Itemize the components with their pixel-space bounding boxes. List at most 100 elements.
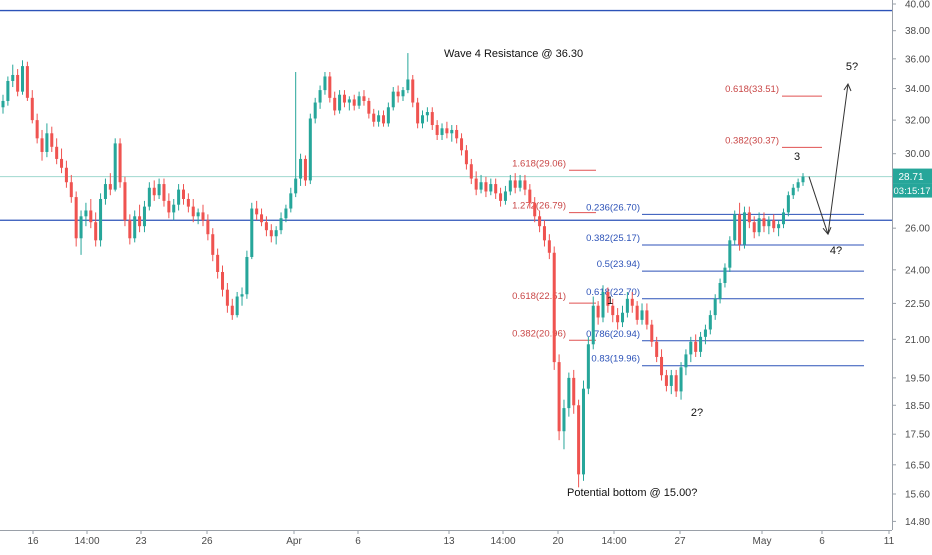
- candles: [1, 53, 805, 488]
- price-tick-label: 16.50: [905, 460, 930, 471]
- annotations: Wave 4 Resistance @ 36.30 Potential botto…: [444, 48, 858, 499]
- time-tick-label: 26: [201, 536, 213, 547]
- candle-body: [484, 182, 488, 192]
- chart-annotation: 5?: [846, 61, 858, 73]
- candle-body: [421, 115, 425, 124]
- chart-annotation: 3: [794, 151, 800, 163]
- candle-body: [469, 164, 473, 179]
- candle-body: [416, 102, 420, 124]
- candle-body: [523, 180, 527, 190]
- candle-body: [474, 178, 478, 190]
- wave-projection-path: [808, 83, 849, 235]
- candle-body: [567, 377, 571, 409]
- candle-body: [323, 76, 327, 91]
- chart-annotation: Potential bottom @ 15.00?: [567, 487, 697, 499]
- candle-body: [660, 356, 664, 376]
- candle-body: [679, 367, 683, 392]
- price-tick-label: 26.00: [905, 224, 930, 235]
- fib-retracement-label: 0.83(19.96): [591, 354, 640, 365]
- time-tick-label: May: [753, 536, 772, 547]
- candle-body: [611, 305, 615, 316]
- candle-body: [367, 100, 371, 114]
- candle-body: [767, 220, 771, 227]
- candle-body: [221, 271, 225, 290]
- candle-body: [455, 129, 459, 139]
- time-tick-label: 6: [819, 536, 825, 547]
- candle-body: [108, 184, 112, 190]
- candle-body: [152, 187, 156, 196]
- candle-body: [357, 96, 361, 106]
- fib-extension-label: 0.618(33.51): [725, 84, 779, 95]
- price-tick-label: 22.50: [905, 299, 930, 310]
- candle-body: [235, 296, 239, 316]
- candle-body: [186, 198, 190, 207]
- candle-body: [738, 214, 742, 245]
- candle-body: [503, 191, 507, 201]
- candle-body: [699, 336, 703, 352]
- candle-body: [328, 76, 332, 98]
- candle-body: [60, 158, 64, 168]
- candle-body: [201, 212, 205, 221]
- candle-body: [460, 138, 464, 151]
- price-tick-label: 40.00: [905, 0, 930, 11]
- countdown-badge: [893, 183, 932, 198]
- candle-body: [303, 158, 307, 181]
- price-tick-label: 19.50: [905, 373, 930, 384]
- price-tick-label: 38.00: [905, 26, 930, 37]
- candle-body: [74, 197, 78, 239]
- candle-body: [401, 90, 405, 97]
- candle-body: [338, 94, 342, 111]
- fib-retracement-label: 0.786(20.94): [586, 329, 640, 340]
- candle-body: [128, 220, 132, 239]
- candle-body: [674, 375, 678, 392]
- candle-body: [440, 128, 444, 135]
- price-tick-label: 24.00: [905, 265, 930, 276]
- candle-body: [240, 294, 244, 297]
- candle-body: [133, 216, 137, 239]
- candle-body: [103, 184, 107, 199]
- candle-body: [6, 80, 10, 101]
- chart-annotation: Wave 4 Resistance @ 36.30: [444, 48, 583, 60]
- fib-retracement-label: 0.618(22.70): [586, 287, 640, 298]
- candle-body: [655, 341, 659, 357]
- time-tick-label: Apr: [286, 536, 302, 547]
- candle-body: [318, 90, 322, 103]
- candle-body: [84, 210, 88, 217]
- candle-body: [796, 182, 800, 188]
- candle-body: [528, 189, 532, 203]
- candle-body: [781, 212, 785, 225]
- candle-body: [299, 158, 303, 179]
- candle-body: [79, 216, 83, 239]
- candle-body: [601, 291, 605, 318]
- candle-body: [499, 193, 503, 201]
- candle-body: [245, 256, 249, 295]
- candle-body: [177, 189, 181, 205]
- fib-levels: 1.618(29.06) 1.272(26.79) 0.618(22.51) 0.38…: [512, 84, 864, 367]
- candle-body: [625, 298, 629, 313]
- candle-body: [411, 79, 415, 103]
- candle-body: [791, 187, 795, 196]
- time-tick-label: 14:00: [601, 536, 626, 547]
- candle-body: [21, 66, 25, 92]
- candle-body: [586, 344, 590, 389]
- price-tick-label: 15.60: [905, 490, 930, 501]
- candle-body: [142, 206, 146, 227]
- candle-body: [30, 97, 34, 121]
- candle-body: [391, 91, 395, 108]
- candle-body: [742, 212, 746, 245]
- fib-extension-label: 1.272(26.79): [512, 201, 566, 212]
- candle-body: [216, 254, 220, 272]
- candle-body: [538, 216, 542, 227]
- candle-body: [1, 100, 5, 108]
- candle-body: [772, 220, 776, 229]
- candle-body: [703, 329, 707, 337]
- price-tick-label: 17.50: [905, 430, 930, 441]
- candle-body: [425, 112, 429, 116]
- candle-body: [313, 102, 317, 119]
- price-tick-label: 34.00: [905, 84, 930, 95]
- candle-body: [664, 375, 668, 386]
- last-price-label: 28.71: [898, 172, 923, 183]
- candle-body: [762, 218, 766, 227]
- candle-body: [518, 180, 522, 188]
- fib-extension-label: 0.382(20.96): [512, 328, 566, 339]
